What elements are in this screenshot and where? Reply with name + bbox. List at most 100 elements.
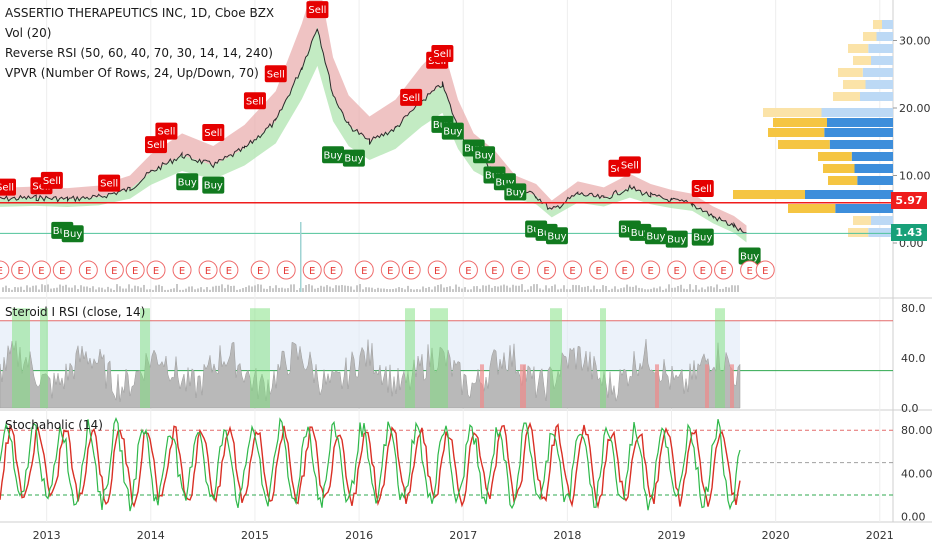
rsi-overbought-highlight — [40, 308, 48, 408]
volume-bar — [26, 285, 28, 292]
volume-bar — [494, 286, 496, 292]
earnings-marker — [484, 260, 504, 280]
volume-spike — [300, 222, 302, 292]
rsi-oversold-highlight — [705, 364, 709, 408]
volume-bar — [629, 286, 631, 292]
sell-signal-box — [40, 171, 63, 189]
volume-bar — [713, 287, 715, 292]
volume-bar — [737, 285, 739, 292]
volume-bar — [692, 289, 694, 292]
volume-bar — [344, 285, 346, 292]
buy-signal-box — [342, 149, 365, 167]
volume-bar — [161, 286, 163, 292]
volume-bar — [95, 289, 97, 292]
volume-bar — [29, 287, 31, 292]
volume-bar — [374, 289, 376, 292]
earnings-marker — [589, 260, 609, 280]
vpvr-bar-down — [863, 32, 877, 41]
sell-signal: Sell — [400, 88, 423, 106]
sell-signal: Sell — [0, 178, 16, 196]
volume-bar — [470, 289, 472, 292]
volume-bar — [605, 285, 607, 292]
sell-signal-box — [98, 174, 121, 192]
volume-bar — [434, 286, 436, 292]
volume-bar — [575, 285, 577, 292]
volume-bar — [287, 288, 289, 292]
volume-bar — [689, 284, 691, 292]
vpvr-bar-up — [871, 56, 893, 65]
volume-bar — [422, 286, 424, 292]
volume-bar — [725, 286, 727, 292]
volume-bar — [50, 288, 52, 292]
volume-bar — [41, 284, 43, 292]
volume-bar — [569, 289, 571, 292]
earnings-marker-label: E — [543, 266, 549, 277]
volume-bar — [71, 287, 73, 292]
volume-bar — [338, 285, 340, 292]
sell-signal: Sell — [618, 156, 641, 174]
earnings-marker-label: E — [309, 266, 315, 277]
volume-bar — [485, 285, 487, 292]
buy-signal: Buy — [545, 227, 568, 245]
sell-signal-box — [0, 178, 16, 196]
rsi-axis-label: 80.0 — [901, 302, 926, 315]
earnings-marker-label: E — [283, 266, 289, 277]
volume-bar — [170, 288, 172, 292]
volume-bar — [476, 286, 478, 292]
earnings-marker-label: E — [179, 266, 185, 277]
volume-bar — [332, 288, 334, 292]
volume-bar — [449, 286, 451, 292]
volume-bar — [347, 285, 349, 292]
volume-bar — [443, 287, 445, 292]
volume-bar — [626, 284, 628, 292]
volume-bar — [272, 288, 274, 292]
volume-bar — [533, 284, 535, 292]
volume-bar — [671, 287, 673, 292]
volume-bar — [401, 287, 403, 292]
vpvr-bar-up — [805, 190, 893, 199]
volume-bar — [410, 288, 412, 292]
volume-bar — [89, 287, 91, 292]
volume-bar — [704, 289, 706, 292]
buy-signal: Buy — [665, 230, 688, 248]
volume-bar — [194, 289, 196, 292]
volume-bar — [293, 284, 295, 292]
time-axis-label: 2020 — [762, 529, 790, 542]
volume-bar — [695, 285, 697, 292]
earnings-marker-label: E — [762, 266, 768, 277]
buy-signal: Buy — [176, 173, 199, 191]
volume-bar — [17, 287, 19, 292]
volume-bar — [323, 286, 325, 292]
volume-bar — [38, 289, 40, 292]
vpvr-bar-up — [851, 152, 893, 161]
volume-bar — [314, 288, 316, 292]
time-axis-label: 2019 — [658, 529, 686, 542]
time-axis-label: 2018 — [553, 529, 581, 542]
buy-signal-label: Buy — [323, 150, 342, 161]
volume-bar — [335, 285, 337, 292]
volume-bar — [308, 284, 310, 292]
volume-bar — [317, 287, 319, 292]
stoch-axis-label: 40.00 — [901, 467, 932, 480]
vpvr-bar-down — [873, 20, 882, 29]
volume-bar — [329, 286, 331, 292]
volume-bar — [527, 289, 529, 292]
rsi-overbought-highlight — [600, 308, 606, 408]
sell-signal: Sell — [264, 65, 287, 83]
rsi-overbought-highlight — [550, 308, 562, 408]
rsi-overbought-highlight — [430, 308, 448, 408]
buy-signal: Buy — [61, 225, 84, 243]
volume-bar — [632, 286, 634, 292]
buy-signal-label: Buy — [178, 177, 197, 188]
volume-bar — [167, 289, 169, 292]
rsi-pane-title: Steroid Ⅰ RSI (close, 14) — [5, 305, 146, 319]
volume-bar — [128, 284, 130, 292]
time-axis-label: 2013 — [33, 529, 61, 542]
volume-bar — [572, 284, 574, 292]
earnings-marker — [104, 260, 124, 280]
vpvr-bar-down — [828, 176, 858, 185]
volume-bar — [239, 289, 241, 292]
earnings-marker — [219, 260, 239, 280]
